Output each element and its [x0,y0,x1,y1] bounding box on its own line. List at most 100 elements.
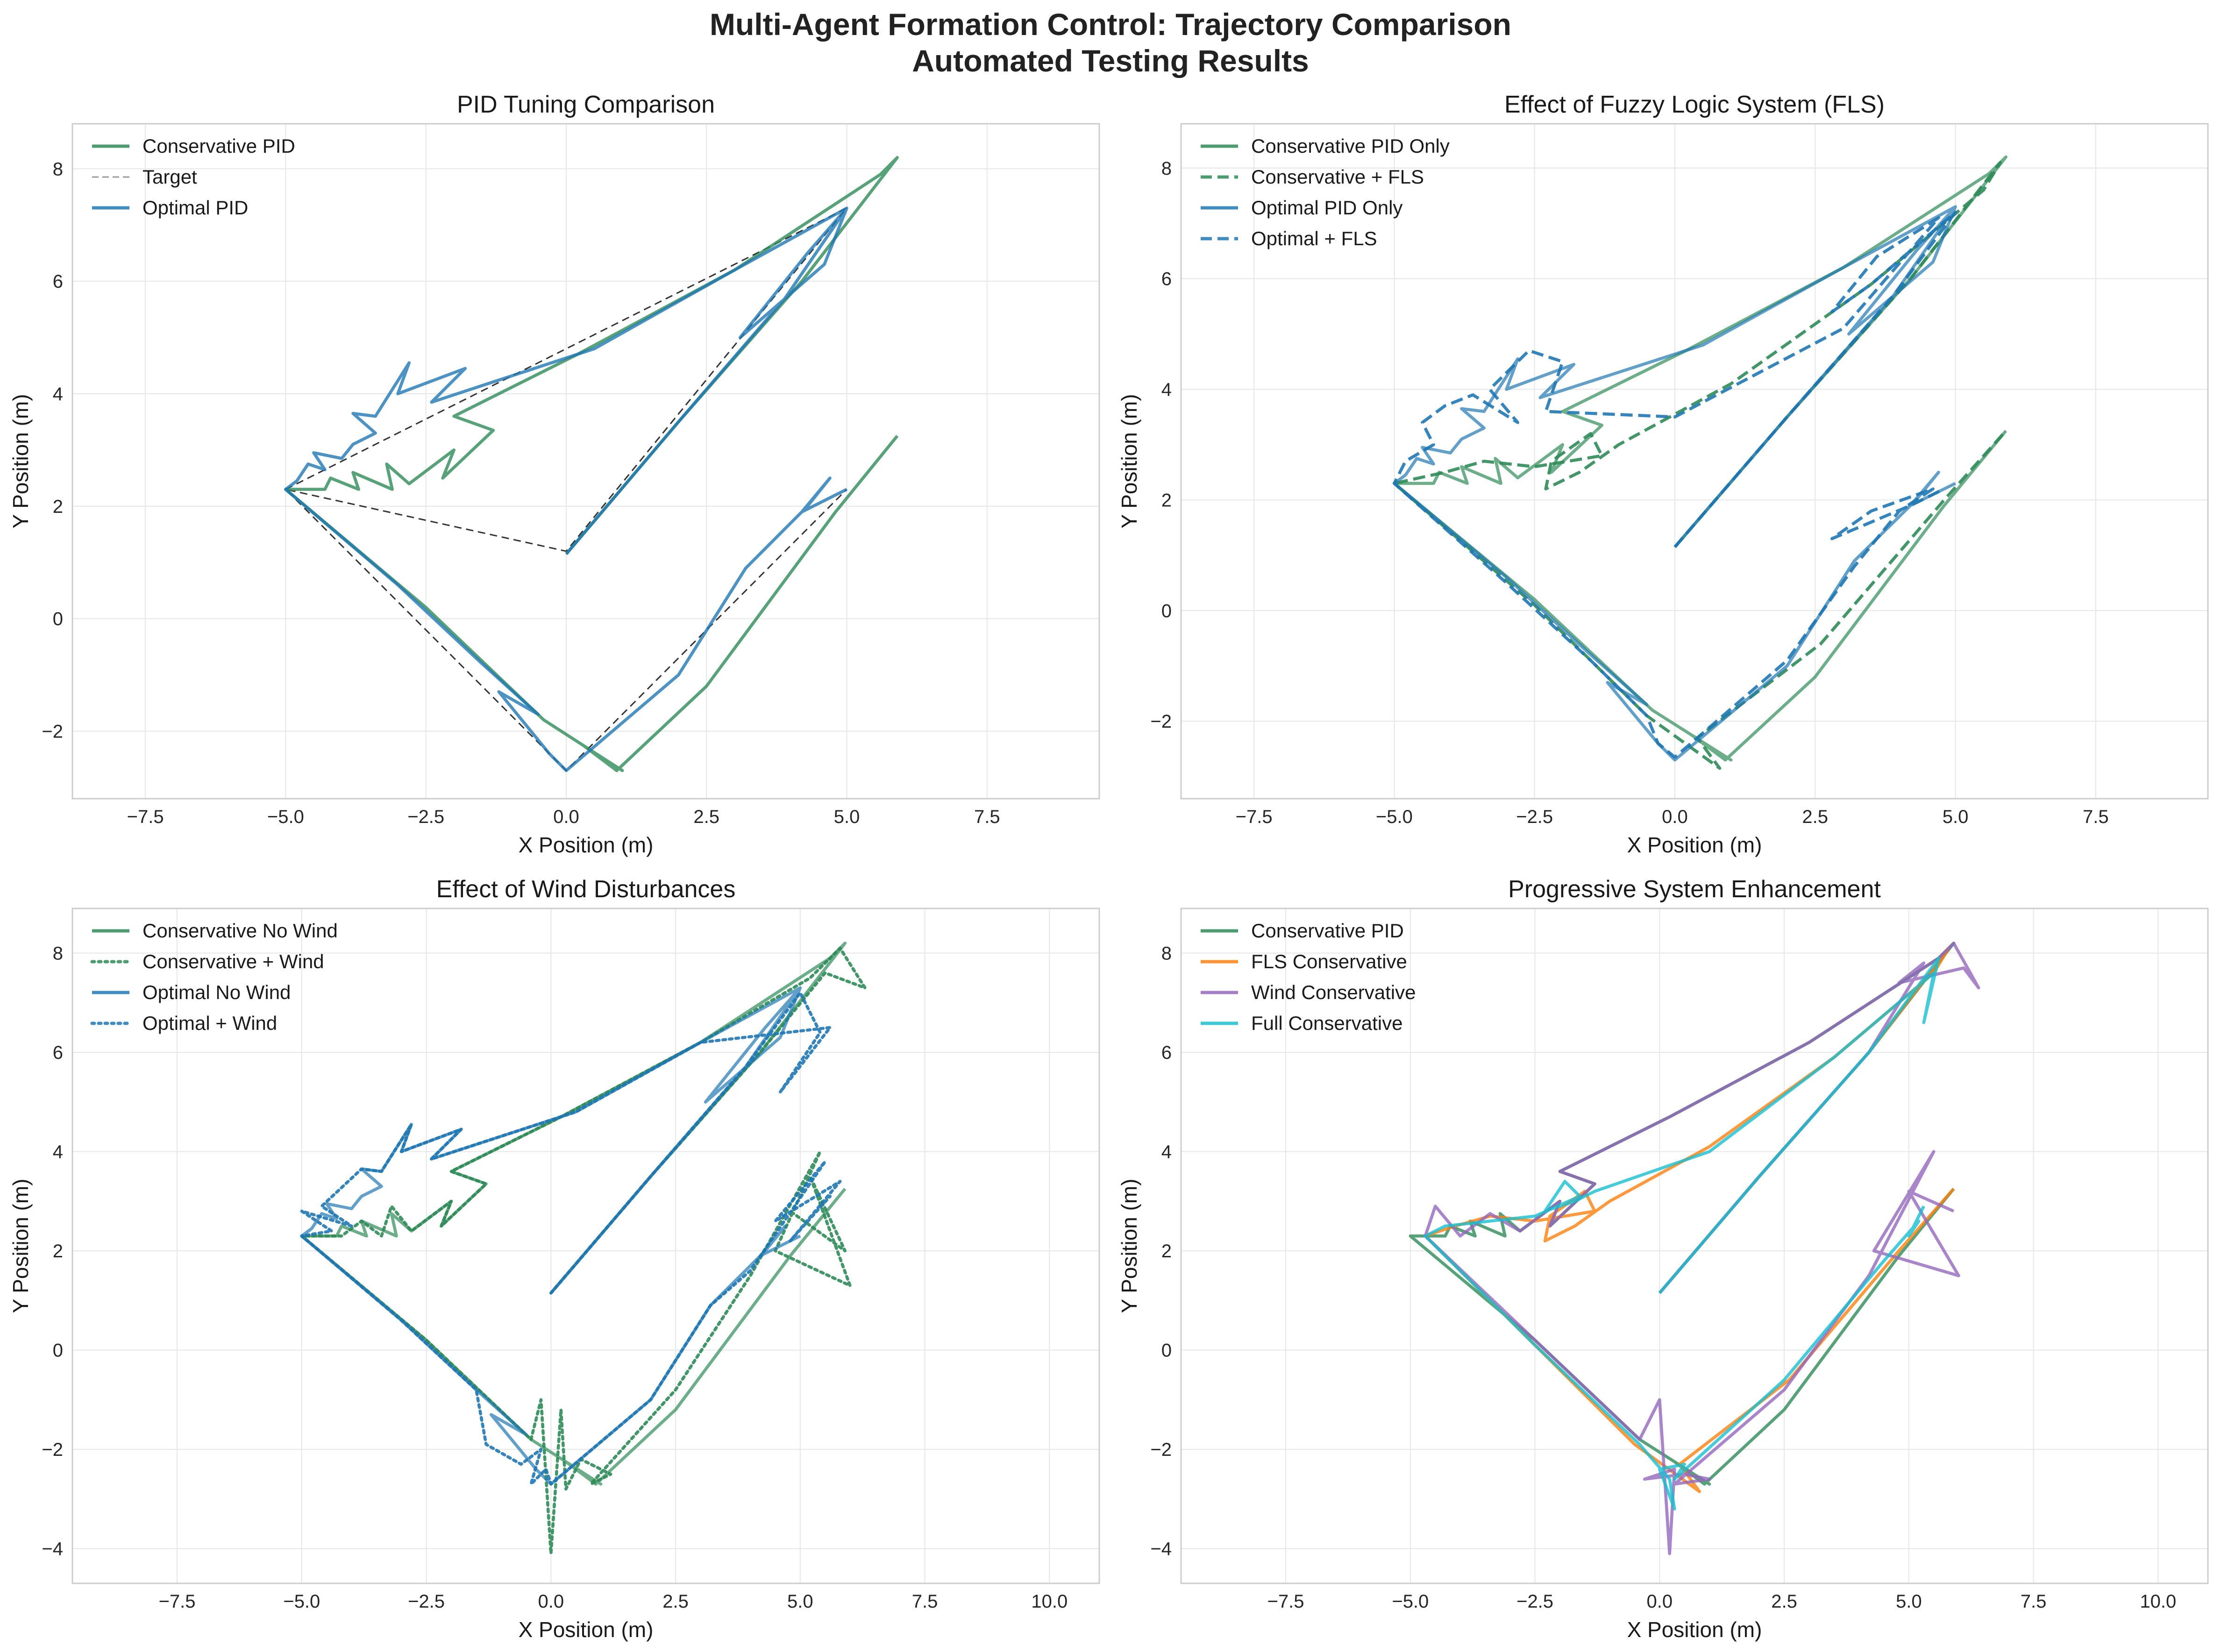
x-tick-label: 7.5 [974,807,1000,827]
p1-panel: −7.5 −5.0 −2.5 0.0 2.5 5.0 7.5 −2 0 2 4 6 8 PID Tunin… [8,91,1100,857]
p4-plot-area [1181,908,2208,1583]
x-tick-label: −5.0 [267,807,304,827]
p4-legend: Conservative PID FLS Conservative Wind Con… [1201,920,1416,1034]
p2-y-axis-label: Y Position (m) [1117,394,1141,528]
y-tick-label: 6 [53,271,63,292]
series-line-optimal-wind [300,991,842,1486]
x-tick-label: −2.5 [407,807,444,827]
p1-legend: Conservative PID Target Optimal PID [92,135,295,219]
figure-subtitle: Automated Testing Results [912,43,1309,78]
x-tick-label: 5.0 [1896,1591,1922,1612]
y-tick-label: 6 [1161,1042,1172,1063]
series-line-target [285,207,847,772]
legend-label: Optimal No Wind [142,981,291,1003]
legend-label: Optimal PID [142,197,248,219]
x-tick-label: 0.0 [553,807,579,827]
x-tick-label: 2.5 [693,807,719,827]
p3-x-axis-label: X Position (m) [519,1617,654,1642]
p1-title: PID Tuning Comparison [457,91,715,118]
series-line-conservative-pid-only [1393,155,2007,762]
legend-label: Conservative + Wind [142,950,324,972]
x-tick-label: 5.0 [834,807,860,827]
y-tick-label: 6 [1161,269,1172,290]
x-tick-label: −2.5 [408,1591,445,1612]
y-tick-label: 4 [53,384,63,404]
x-tick-label: −2.5 [1516,807,1553,827]
p4-title: Progressive System Enhancement [1508,876,1881,903]
x-tick-label: −5.0 [1376,807,1413,827]
y-tick-label: 4 [1161,1142,1172,1163]
series-line-conservative-no-wind [300,942,847,1486]
p3-series-group [300,942,867,1555]
y-tick-label: 0 [53,609,63,630]
legend-label: Conservative PID [1251,920,1404,942]
legend-label: Optimal + FLS [1251,227,1377,249]
x-tick-label: 7.5 [912,1591,938,1612]
legend-label: Full Conservative [1251,1012,1402,1034]
y-tick-label: 2 [53,1241,63,1262]
x-tick-label: 0.0 [1662,807,1688,827]
y-tick-label: 8 [1161,943,1172,964]
p2-panel: −7.5 −5.0 −2.5 0.0 2.5 5.0 7.5 −2 0 2 4 6 8 Effect of… [1117,91,2209,857]
y-tick-label: 6 [53,1042,63,1063]
x-tick-label: −5.0 [1392,1591,1429,1612]
legend-label: Conservative + FLS [1251,166,1424,188]
x-tick-label: 10.0 [1031,1591,1068,1612]
p1-series-group [284,156,899,773]
legend-label: Conservative PID Only [1251,135,1450,157]
x-tick-label: 2.5 [662,1591,689,1612]
x-tick-label: 10.0 [2140,1591,2176,1612]
p2-plot-area [1181,124,2208,799]
x-tick-label: 2.5 [1802,807,1828,827]
y-tick-label: 0 [53,1340,63,1361]
y-tick-label: 2 [1161,490,1172,510]
y-tick-label: −4 [42,1539,63,1560]
p1-frame [71,123,1100,800]
p2-legend: Conservative PID Only Conservative + FLS O… [1201,135,1450,249]
x-tick-label: 0.0 [538,1591,564,1612]
x-tick-label: −2.5 [1516,1591,1553,1612]
x-tick-label: 7.5 [2021,1591,2047,1612]
x-tick-label: −7.5 [1267,1591,1304,1612]
legend-label: Wind Conservative [1251,981,1416,1003]
p2-x-axis-label: X Position (m) [1627,833,1762,857]
p4-y-axis-label: Y Position (m) [1117,1178,1141,1313]
x-tick-label: 0.0 [1647,1591,1673,1612]
y-tick-label: 2 [53,496,63,517]
legend-label: Target [142,166,197,188]
y-tick-label: −2 [42,1439,63,1460]
legend-label: FLS Conservative [1251,950,1407,972]
p3-panel: −7.5 −5.0 −2.5 0.0 2.5 5.0 7.5 10.0 −4 −2 0 2 4 6 8 Eff… [8,876,1100,1642]
p1-x-axis-label: X Position (m) [519,833,654,857]
y-tick-label: 0 [1161,1340,1172,1361]
series-line-optimal-fls [1393,211,1957,759]
x-tick-label: −7.5 [159,1591,196,1612]
series-line-full-conservative [1424,957,1941,1510]
figure-title: Multi-Agent Formation Control: Trajector… [709,7,1512,42]
p4-panel: −7.5 −5.0 −2.5 0.0 2.5 5.0 7.5 10.0 −4 −2 0 2 4 6 8 Pro… [1117,876,2209,1642]
p3-title: Effect of Wind Disturbances [436,876,736,903]
series-line-conservative-fls [1393,161,2007,770]
p3-frame [71,908,1100,1584]
p2-title: Effect of Fuzzy Logic System (FLS) [1504,91,1885,118]
p3-legend: Conservative No Wind Conservative + Wind O… [90,920,338,1034]
p4-x-axis-label: X Position (m) [1627,1617,1762,1642]
p4-frame [1180,908,2209,1584]
p2-series-group [1393,155,2007,770]
y-tick-label: −2 [42,722,63,742]
x-tick-label: 5.0 [1943,807,1969,827]
x-tick-label: −7.5 [127,807,164,827]
x-tick-label: 7.5 [2083,807,2109,827]
y-tick-label: 8 [53,159,63,179]
x-tick-label: −7.5 [1236,807,1273,827]
x-tick-label: −5.0 [283,1591,320,1612]
legend-label: Conservative PID [142,135,295,157]
series-line-optimal-pid [284,206,848,773]
y-tick-label: 8 [1161,158,1172,179]
y-tick-label: 2 [1161,1241,1172,1262]
legend-label: Optimal + Wind [142,1012,277,1034]
legend-label: Optimal PID Only [1251,197,1402,219]
series-line-conservative-pid [284,156,899,773]
